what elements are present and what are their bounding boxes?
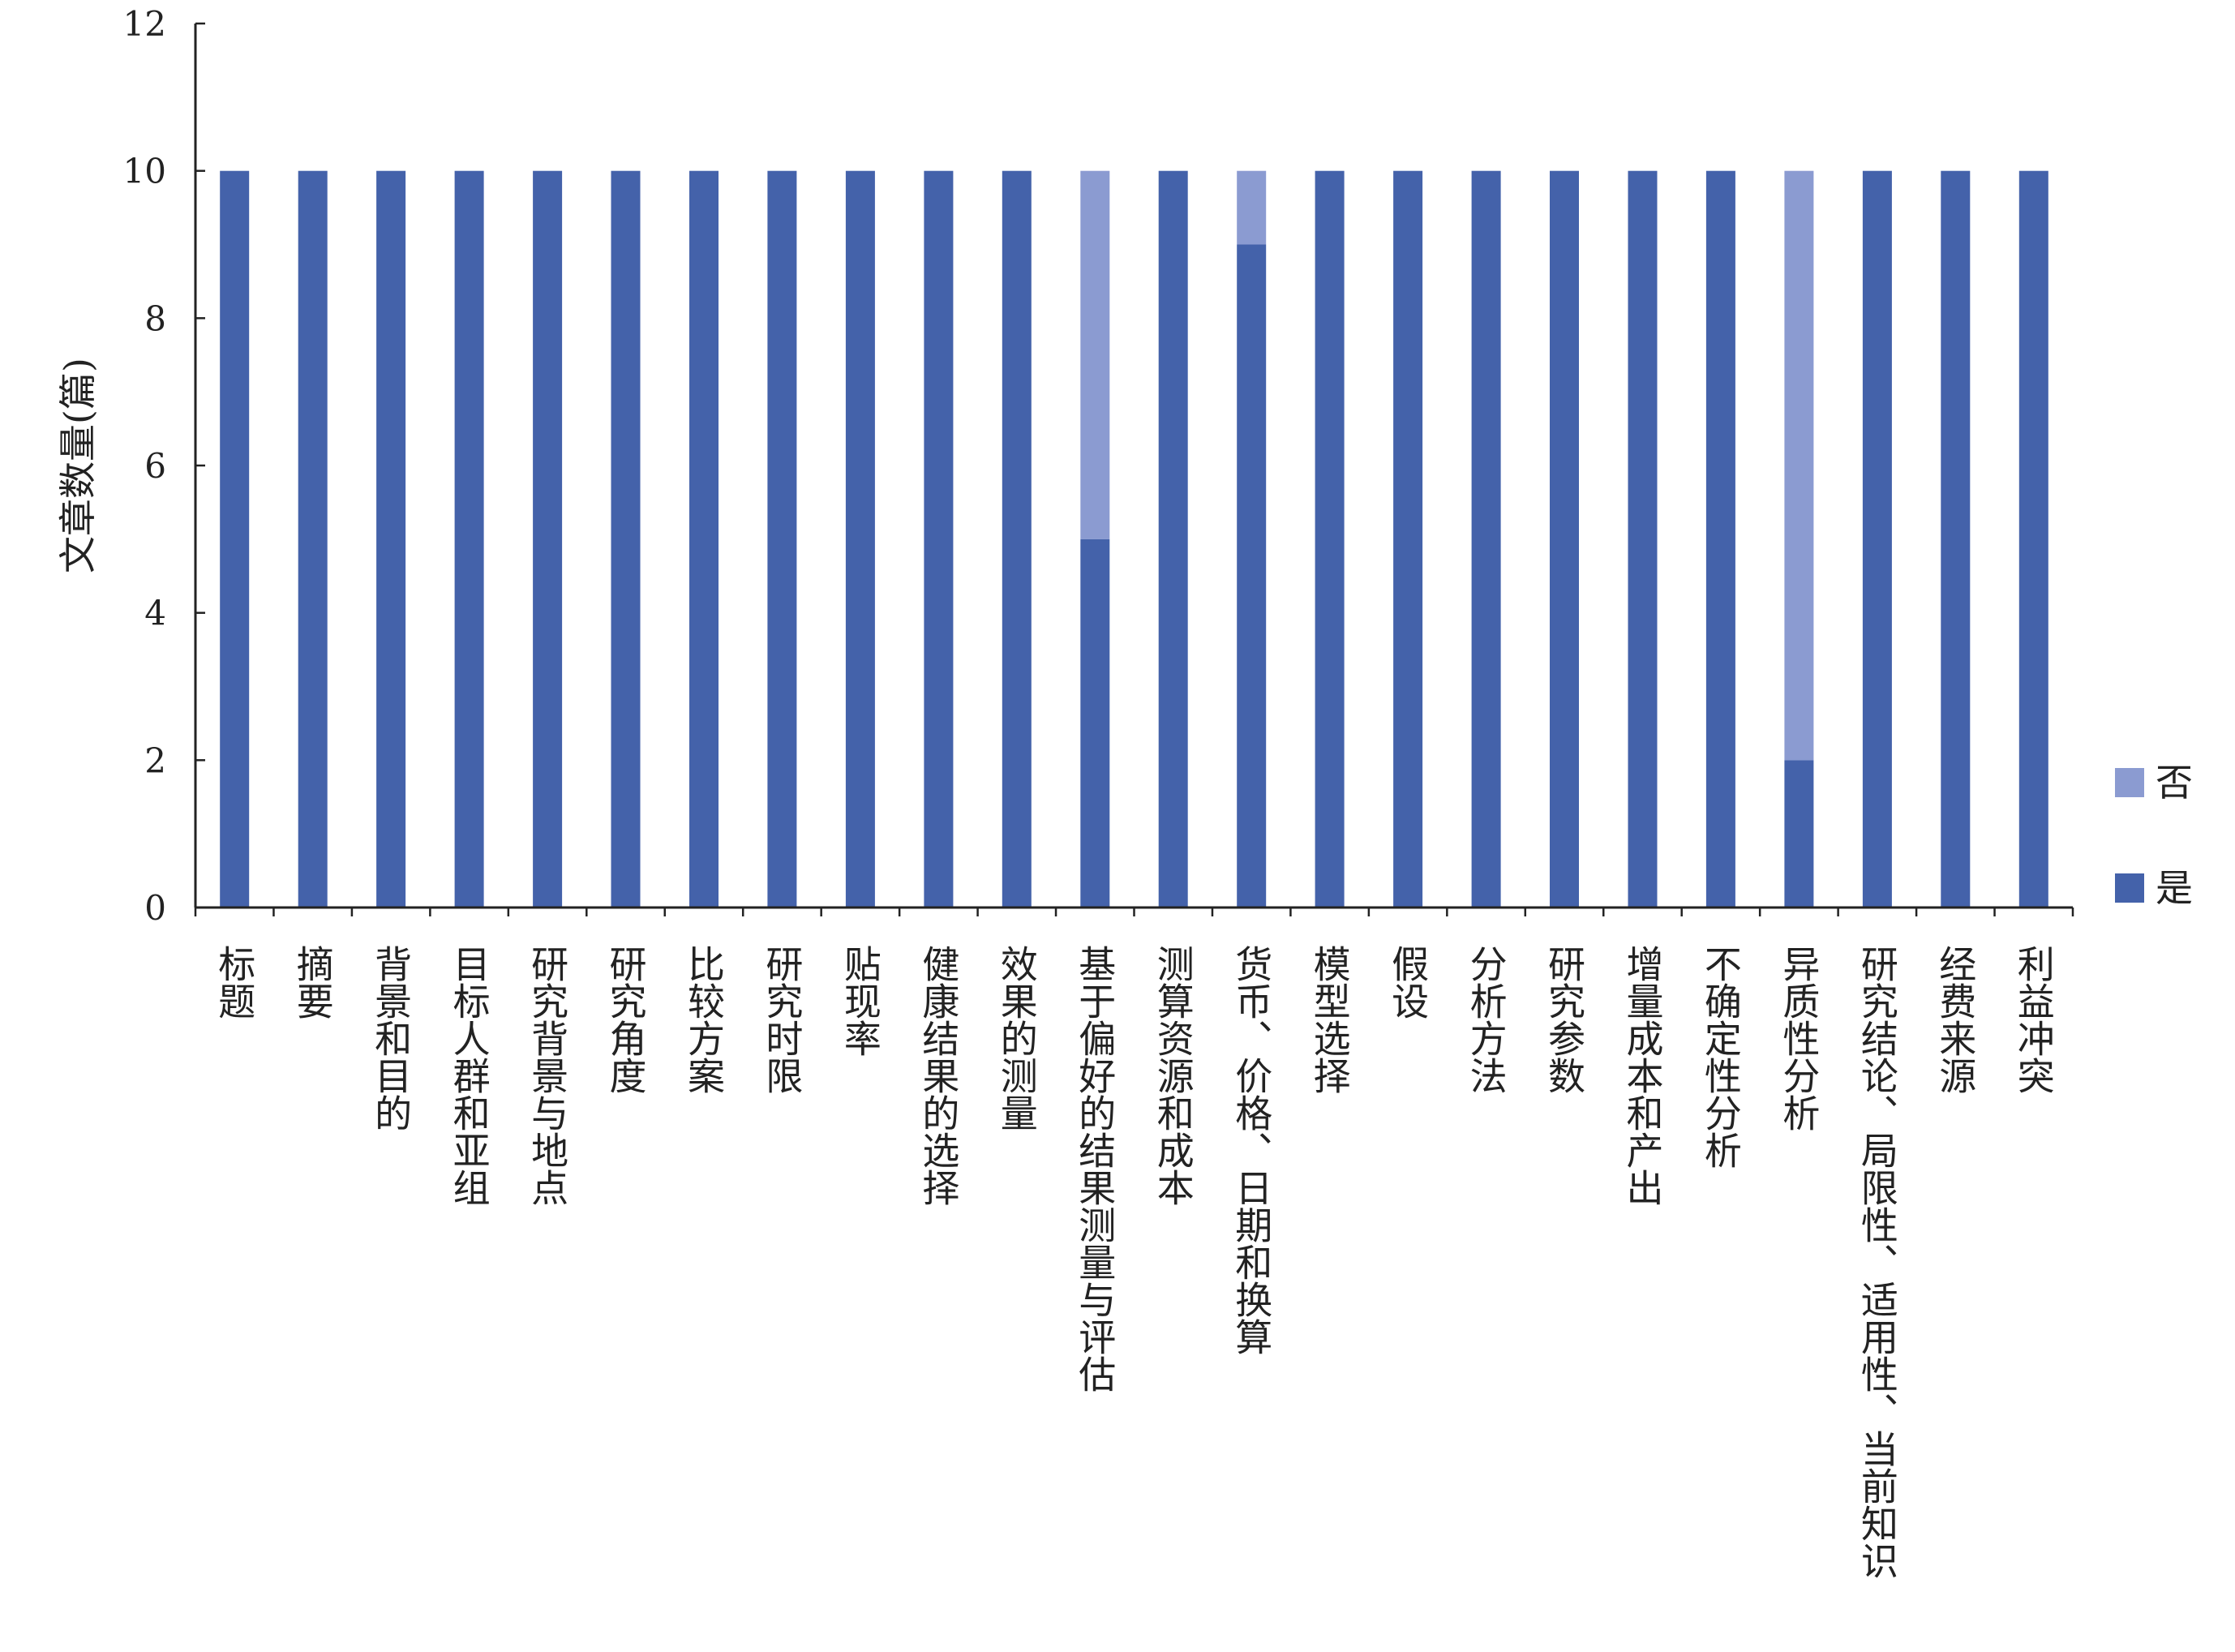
bar-yes xyxy=(220,170,250,908)
bar-yes xyxy=(1158,170,1188,908)
x-category-label: 异质性分析 xyxy=(1777,945,1821,1131)
legend-label: 是 xyxy=(2156,866,2193,910)
bar-no xyxy=(1784,170,1814,761)
x-category-label: 摘要 xyxy=(291,945,335,1019)
x-category-label: 测算资源和成本 xyxy=(1152,945,1195,1206)
y-tick-label: 12 xyxy=(123,4,166,44)
x-category-label: 分析方法 xyxy=(1465,945,1508,1094)
y-tick-label: 8 xyxy=(144,298,166,338)
x-category-label: 目标人群和亚组 xyxy=(448,945,491,1206)
legend-label: 否 xyxy=(2156,761,2193,805)
bar-yes xyxy=(845,170,875,908)
legend: 否是 xyxy=(2115,761,2193,910)
y-tick-label: 6 xyxy=(144,446,166,486)
x-category-label: 不确定性分析 xyxy=(1699,945,1743,1169)
x-category-label: 背景和目的 xyxy=(369,945,413,1131)
x-category-label: 假设 xyxy=(1386,945,1430,1019)
x-category-label: 增量成本和产出 xyxy=(1621,945,1665,1206)
bar-no xyxy=(1237,170,1267,245)
x-category-label: 标题 xyxy=(212,945,256,1019)
x-labels-group: 标题 摘要 背景和目的 目标人群和亚组 研究背景与地点 研究角度 比较方案 研究时限 贴现率 健康… xyxy=(212,945,2056,1579)
bar-yes xyxy=(1862,170,1892,908)
bar-yes xyxy=(376,170,406,908)
y-tick-label: 2 xyxy=(144,740,166,780)
x-category-label: 贴现率 xyxy=(839,945,882,1057)
y-ticks-group: 0 2 4 6 8 10 12 xyxy=(123,4,205,928)
legend-swatch xyxy=(2115,768,2144,797)
x-category-label: 研究时限 xyxy=(760,945,804,1094)
bar-yes xyxy=(1237,244,1267,908)
x-category-label: 研究角度 xyxy=(604,945,648,1094)
bar-no xyxy=(1080,170,1110,539)
bars-group xyxy=(220,170,2048,908)
bar-yes xyxy=(1784,760,1814,908)
x-category-label: 研究背景与地点 xyxy=(526,945,569,1206)
x-category-label: 比较方案 xyxy=(682,945,726,1094)
bar-yes xyxy=(298,170,328,908)
bar-yes xyxy=(1471,170,1501,908)
y-tick-label: 10 xyxy=(123,152,166,191)
bar-yes xyxy=(1080,539,1110,908)
x-category-label: 货币、价格、日期和换算 xyxy=(1229,945,1273,1355)
bar-yes xyxy=(533,170,563,908)
bar-yes xyxy=(924,170,954,908)
bar-yes xyxy=(454,170,484,908)
x-category-label: 健康结果的选择 xyxy=(916,945,960,1206)
bar-yes xyxy=(1941,170,1971,908)
x-category-label: 研究结论、局限性、适用性、当前知识 xyxy=(1855,945,1899,1579)
bar-yes xyxy=(611,170,641,908)
legend-swatch xyxy=(2115,873,2144,903)
x-category-label: 经费来源 xyxy=(1933,945,1977,1094)
bar-yes xyxy=(1628,170,1658,908)
y-axis-title: 文章数量(篇) xyxy=(56,358,100,573)
bar-yes xyxy=(1002,170,1032,908)
x-category-label: 模型选择 xyxy=(1308,945,1352,1094)
y-tick-label: 0 xyxy=(144,888,166,928)
bar-yes xyxy=(1315,170,1345,908)
y-tick-label: 4 xyxy=(144,594,166,633)
x-category-label: 利益冲突 xyxy=(2012,945,2056,1094)
bar-yes xyxy=(1705,170,1735,908)
bar-yes xyxy=(1393,170,1423,908)
bar-yes xyxy=(1550,170,1579,908)
bar-yes xyxy=(2018,170,2048,908)
x-category-label: 效果的测量 xyxy=(995,945,1039,1131)
bar-yes xyxy=(689,170,719,908)
x-category-label: 研究参数 xyxy=(1542,945,1586,1094)
bar-yes xyxy=(767,170,797,908)
x-category-label: 基于偏好的结果测量与评估 xyxy=(1073,945,1117,1392)
